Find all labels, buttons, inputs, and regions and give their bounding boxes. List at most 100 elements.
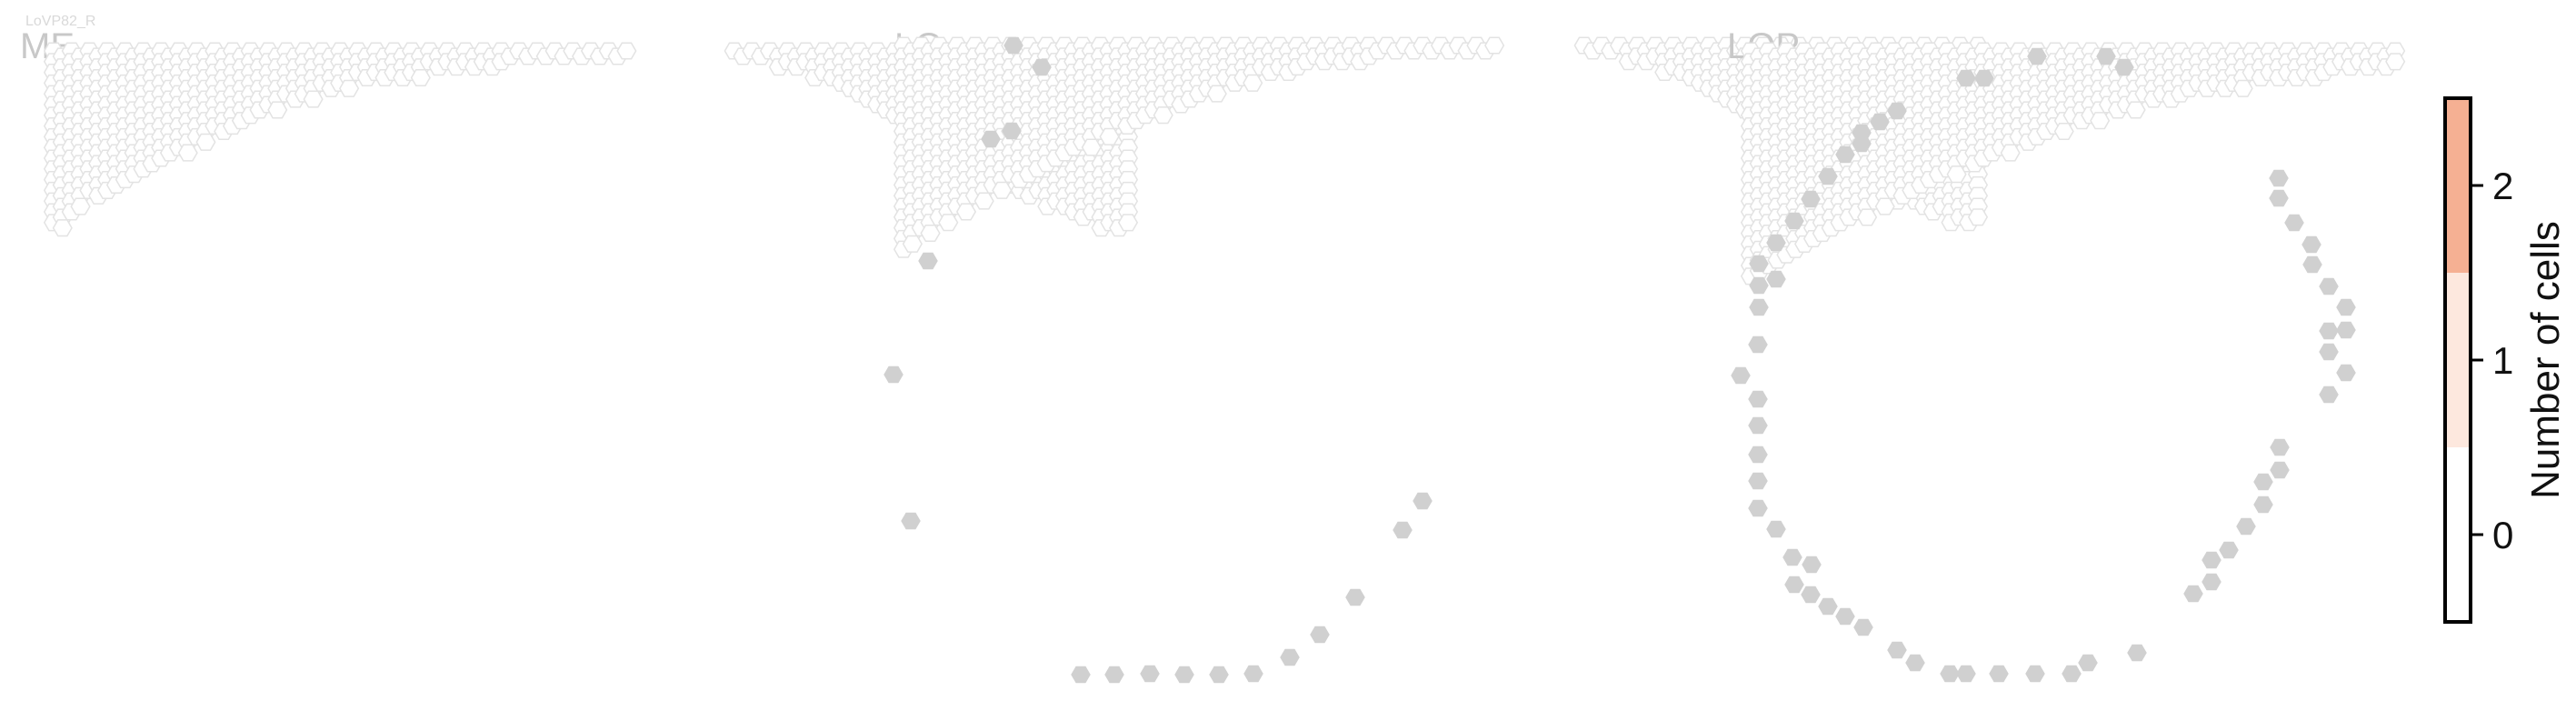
hex-cell (1117, 214, 1139, 232)
edge-hex-cell (2219, 541, 2239, 559)
edge-hex-cell (1413, 492, 1433, 510)
hex-cell (2090, 112, 2111, 130)
edge-hex-cell (1748, 416, 1768, 435)
hex-cell (339, 79, 360, 97)
hex-cell (920, 224, 941, 243)
edge-hex-cell (1766, 234, 1786, 252)
edge-hex-cell (1853, 618, 1873, 636)
edge-hex-cell (1852, 135, 1872, 153)
hex-cell (303, 90, 324, 108)
edge-hex-cell (2253, 496, 2273, 514)
edge-hex-cell (2269, 169, 2289, 187)
hex-cell (1153, 106, 1173, 125)
colorbar-tick-label-0: 0 (2492, 514, 2513, 556)
hex-cell (1206, 85, 1227, 103)
edge-hex-cell (1731, 366, 1751, 385)
edge-hex-cell (1071, 666, 1091, 684)
hex-cell (1857, 208, 1878, 226)
hex-cell (1967, 208, 1989, 226)
edge-hex-cell (1243, 665, 1263, 683)
edge-hex-cell (1974, 69, 1994, 87)
hex-cell (410, 68, 431, 87)
edge-hex-cell (2202, 573, 2222, 591)
edge-hex-cell (1956, 69, 1976, 87)
cell-type-label: LoVP82_R (25, 14, 95, 29)
edge-hex-cell (2027, 47, 2047, 65)
edge-hex-cell (2183, 585, 2203, 603)
edge-hex-cell (1887, 641, 1907, 659)
edge-hex-cell (1209, 666, 1229, 684)
colorbar-tick-label-2: 2 (2492, 165, 2513, 207)
edge-hex-cell (2025, 665, 2045, 683)
edge-hex-cell (2319, 322, 2339, 340)
edge-hex-cell (1174, 666, 1194, 684)
colorbar-segment-0 (2445, 447, 2471, 622)
edge-hex-cell (1818, 597, 1838, 616)
edge-hex-cell (1766, 270, 1786, 288)
edge-hex-cell (2078, 654, 2098, 672)
edge-hex-cell (2336, 298, 2356, 316)
edge-hex-cell (1784, 576, 1804, 594)
edge-hex-cell (1140, 665, 1160, 683)
hex-cell (1099, 127, 1120, 145)
edge-hex-cell (2319, 277, 2339, 295)
hex-cell (70, 197, 91, 215)
edge-hex-cell (2336, 321, 2356, 339)
hex-cell (973, 192, 994, 210)
edge-hex-cell (981, 130, 1001, 148)
edge-hex-cell (1280, 648, 1300, 666)
hex-cell (2000, 144, 2021, 162)
edge-hex-cell (1748, 446, 1768, 464)
edge-hex-cell (1905, 654, 1925, 672)
hex-cell (616, 42, 637, 60)
edge-hex-cell (1940, 665, 1960, 683)
edge-hex-cell (1393, 521, 1413, 539)
edge-hex-cell (1766, 520, 1786, 538)
edge-hex-cell (1002, 122, 1022, 140)
edge-hex-cell (2062, 665, 2082, 683)
hex-grid-lop (1731, 42, 2406, 683)
edge-hex-cell (1032, 58, 1052, 76)
edge-hex-cell (1835, 145, 1855, 164)
hex-cell (267, 101, 288, 119)
edge-hex-cell (1989, 665, 2009, 683)
edge-hex-cell (1748, 499, 1768, 517)
edge-hex-cell (2319, 386, 2339, 404)
edge-hex-cell (2284, 214, 2304, 232)
edge-hex-cell (1802, 556, 1822, 574)
hex-cell (1081, 138, 1102, 156)
edge-hex-cell (2270, 438, 2290, 456)
edge-hex-cell (2302, 255, 2322, 274)
hex-cell (1243, 74, 1263, 92)
hex-cell (955, 203, 977, 221)
hex-cell (195, 133, 216, 151)
edge-hex-cell (2270, 461, 2290, 479)
edge-hex-cell (1870, 113, 1890, 131)
edge-hex-cell (2301, 235, 2321, 254)
edge-hex-cell (884, 366, 904, 384)
hex-cell (2125, 101, 2146, 119)
hex-cell (1874, 197, 1895, 215)
hex-cell (2053, 122, 2074, 141)
edge-hex-cell (2236, 517, 2256, 536)
edge-hex-cell (1956, 665, 1976, 683)
edge-hex-cell (2114, 58, 2134, 76)
edge-hex-cell (1801, 190, 1821, 208)
edge-hex-cell (2336, 364, 2356, 382)
colorbar-tick-label-1: 1 (2492, 339, 2513, 382)
edge-hex-cell (918, 252, 938, 270)
edge-hex-cell (2253, 473, 2273, 491)
hex-cell (902, 235, 923, 253)
edge-hex-cell (1818, 167, 1838, 185)
hex-cell (177, 144, 198, 162)
colorbar: 2 1 0 Number of cells (2443, 96, 2568, 624)
edge-hex-cell (1748, 390, 1768, 408)
edge-hex-cell (2096, 47, 2116, 65)
edge-hex-cell (2319, 343, 2339, 361)
colorbar-segment-1 (2445, 273, 2471, 447)
edge-hex-cell (1345, 588, 1365, 606)
hex-cell (2232, 79, 2253, 97)
edge-hex-cell (2127, 644, 2147, 662)
edge-hex-cell (901, 512, 921, 530)
hex-cell (1946, 165, 1967, 184)
